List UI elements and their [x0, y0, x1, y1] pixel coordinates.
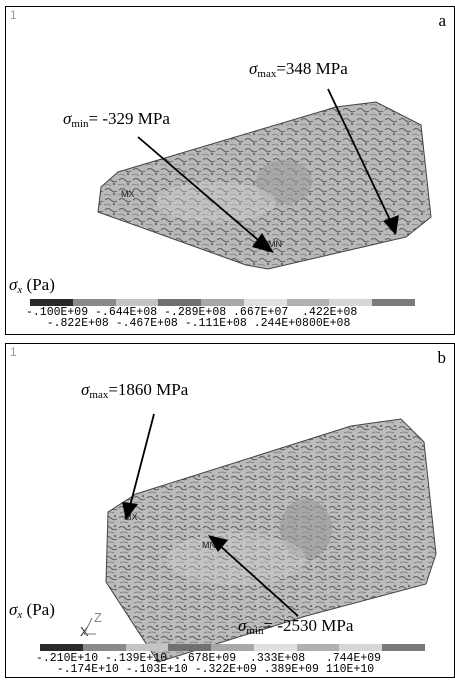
colorbar	[40, 644, 426, 651]
svg-text:MX: MX	[124, 512, 138, 522]
max-stress-label: σmax=1860 MPa	[81, 380, 189, 401]
colorbar-swatch	[339, 644, 383, 651]
colorbar-swatch	[329, 299, 373, 306]
colorbar-swatch	[82, 644, 126, 651]
legend-title: σx (Pa)	[9, 275, 55, 296]
panel-label: b	[437, 348, 447, 367]
colorbar-swatch	[253, 644, 297, 651]
colorbar-swatch	[382, 644, 426, 651]
svg-text:MX: MX	[121, 189, 135, 199]
panel-label: a	[438, 11, 446, 30]
colorbar-swatch	[372, 299, 416, 306]
colorbar-swatch	[296, 644, 340, 651]
axis-z-label: Z	[94, 610, 102, 625]
colorbar	[30, 299, 416, 306]
colorbar-ticks-bottom: -.174E+10 -.103E+10 -.322E+09 .389E+09 1…	[36, 663, 375, 676]
colorbar-ticks-bottom: -.822E+08 -.467E+08 -.111E+08 .244E+0800…	[26, 317, 351, 330]
colorbar-swatch	[211, 644, 254, 651]
min-stress-label: σmin= -329 MPa	[63, 109, 170, 130]
min-arrow	[137, 136, 265, 246]
max-arrow	[327, 88, 391, 221]
colorbar-swatch	[115, 299, 159, 306]
frame-number: 1	[10, 8, 17, 22]
colorbar-swatch	[30, 299, 73, 306]
max-arrow	[129, 413, 155, 507]
colorbar-swatch	[72, 299, 116, 306]
panel-a: 1 a MX MN σmax=348 MPa σmin= -329 MPa σx…	[5, 6, 455, 335]
stress-surface-plot: MX MN	[105, 413, 437, 663]
axis-x-label: X	[80, 624, 89, 639]
max-stress-label: σmax=348 MPa	[249, 59, 348, 80]
frame-number: 1	[10, 345, 17, 359]
colorbar-swatch	[40, 644, 83, 651]
colorbar-swatch	[125, 644, 169, 651]
svg-text:MN: MN	[202, 540, 216, 550]
svg-text:MN: MN	[268, 239, 282, 249]
panel-b: 1 b MX MN σmax=1860 MPa σmin= -2530 MPa …	[5, 343, 455, 678]
stress-surface-plot: MX MN	[97, 88, 432, 270]
colorbar-ticks-top: -.210E+10 -.139E+10 -.678E+09 .333E+08 .…	[36, 652, 382, 665]
min-stress-label: σmin= -2530 MPa	[238, 616, 354, 637]
colorbar-ticks-top: -.100E+09 -.644E+08 -.289E+08 .667E+07 .…	[26, 306, 358, 319]
colorbar-swatch	[168, 644, 212, 651]
colorbar-swatch	[158, 299, 202, 306]
legend-title: σx (Pa)	[9, 600, 55, 621]
colorbar-swatch	[286, 299, 330, 306]
min-arrow	[217, 543, 299, 617]
colorbar-swatch	[243, 299, 287, 306]
colorbar-swatch	[201, 299, 244, 306]
axis-triad-icon	[83, 617, 96, 635]
